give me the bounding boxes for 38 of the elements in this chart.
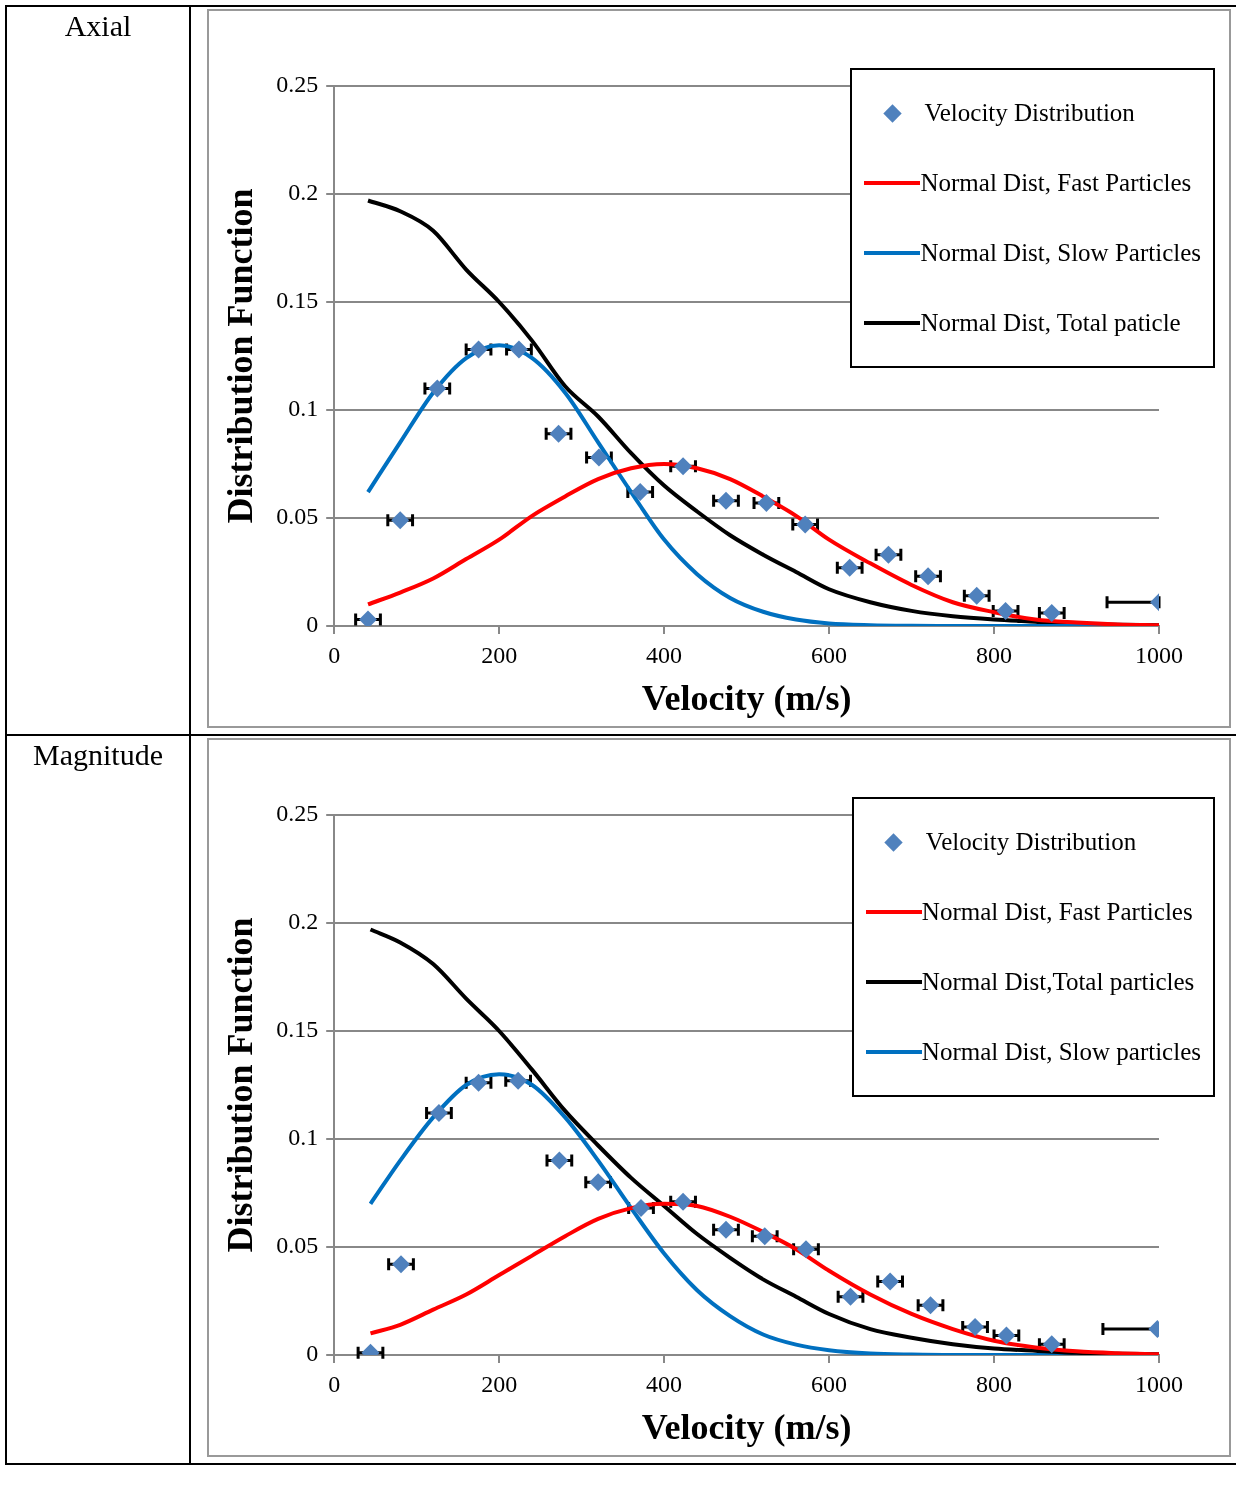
x-tick-label: 600 — [811, 641, 848, 668]
y-tick-label: 0.25 — [276, 800, 319, 827]
x-tick-label: 400 — [646, 641, 683, 668]
x-tick-label: 800 — [976, 1370, 1013, 1397]
legend-label: Normal Dist, Total paticle — [920, 309, 1181, 337]
y-tick-label: 0.1 — [288, 395, 319, 422]
x-tick-label: 1000 — [1135, 1370, 1183, 1397]
y-tick-label: 0.15 — [276, 287, 319, 314]
x-axis-title: Velocity (m/s) — [641, 677, 852, 718]
x-tick-label: 0 — [328, 641, 341, 668]
x-tick-label: 200 — [481, 641, 518, 668]
y-tick-label: 0.25 — [276, 71, 319, 98]
legend-label: Normal Dist, Fast Particles — [920, 169, 1192, 197]
y-axis-title: Distribution Function — [219, 188, 260, 524]
x-tick-label: 800 — [976, 641, 1013, 668]
y-tick-label: 0.05 — [276, 503, 319, 530]
y-tick-label: 0.2 — [288, 179, 319, 206]
x-axis-title: Velocity (m/s) — [641, 1406, 852, 1447]
x-tick-label: 0 — [328, 1370, 341, 1397]
y-tick-label: 0 — [306, 611, 319, 638]
x-tick-label: 400 — [646, 1370, 683, 1397]
y-tick-label: 0.2 — [288, 908, 319, 935]
legend-label: Normal Dist,Total particles — [921, 968, 1195, 996]
x-tick-label: 1000 — [1135, 641, 1183, 668]
x-tick-label: 600 — [811, 1370, 848, 1397]
y-tick-label: 0.1 — [288, 1124, 319, 1151]
legend-label: Normal Dist, Fast Particles — [921, 898, 1193, 926]
y-tick-label: 0.15 — [276, 1016, 319, 1043]
legend-label: Velocity Distribution — [924, 99, 1135, 127]
y-axis-title: Distribution Function — [219, 917, 260, 1253]
legend-label: Normal Dist, Slow Particles — [920, 239, 1201, 267]
legend-label: Velocity Distribution — [925, 828, 1137, 856]
x-tick-label: 200 — [481, 1370, 518, 1397]
y-tick-label: 0.05 — [276, 1232, 319, 1259]
y-tick-label: 0 — [306, 1340, 319, 1367]
legend-label: Normal Dist, Slow particles — [921, 1038, 1201, 1066]
chart-title: Magnitude — [7, 736, 191, 1463]
chart-title: Axial — [7, 7, 191, 734]
